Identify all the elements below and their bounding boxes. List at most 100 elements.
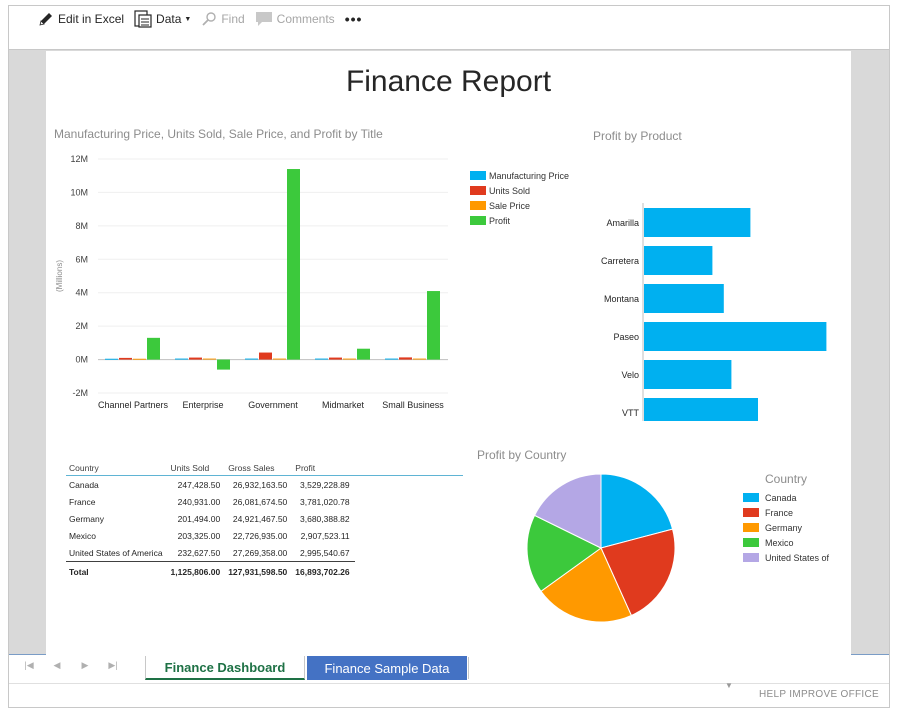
y-tick-label: Paseo <box>613 332 639 342</box>
legend-swatch <box>470 186 486 195</box>
bar-manufacturing-price <box>315 358 328 360</box>
table-cell: 232,627.50 <box>177 548 221 558</box>
bar-manufacturing-price <box>245 358 258 360</box>
bar-units-sold <box>399 357 412 360</box>
sheet-tab-bar: |◀ ◀ ▶ ▶| Finance Dashboard Finance Samp… <box>9 655 889 681</box>
table-row: United States of America 232,627.50 27,269… <box>66 544 355 562</box>
comments-button[interactable]: Comments <box>255 9 335 29</box>
x-tick-label: Midmarket <box>322 400 365 410</box>
table-cell: 2,995,540.67 <box>300 548 350 558</box>
bar-montana <box>644 284 724 313</box>
y-tick-label: 2M <box>75 321 88 331</box>
data-menu-button[interactable]: Data ▼ <box>134 9 191 29</box>
table-cell: United States of America <box>69 548 163 558</box>
table-total-row: Total 1,125,806.00 127,931,598.50 16,893,70… <box>66 561 355 580</box>
table-cell: 240,931.00 <box>177 497 221 507</box>
toolbar: Edit in Excel Data ▼ Find Comments ••• <box>8 5 890 49</box>
y-tick-label: 6M <box>75 254 88 264</box>
pie-chart-legend: Country Canada France Germany Mexico United … <box>743 472 829 565</box>
data-label: Data <box>156 12 182 26</box>
table-cell: 26,081,674.50 <box>232 497 288 507</box>
legend-swatch <box>470 171 486 180</box>
table-row: France 240,931.00 26,081,674.50 3,781,020.7… <box>66 493 355 510</box>
column-chart[interactable]: 12M 10M 8M 6M 4M 2M 0M -2M (Millions) Channel Par… <box>46 147 466 417</box>
bar-profit <box>217 359 230 370</box>
bar-sale-price <box>133 358 146 360</box>
report-title: Finance Report <box>345 65 552 98</box>
bar-units-sold <box>119 357 132 360</box>
y-axis-label: (Millions) <box>55 260 64 292</box>
chevron-down-icon: ▼ <box>184 15 192 23</box>
help-improve-office-link[interactable]: HELP IMPROVE OFFICE <box>759 689 879 700</box>
table-cell: Germany <box>69 514 104 524</box>
tab-finance-dashboard[interactable]: Finance Dashboard <box>145 656 305 680</box>
table-cell: 27,269,358.00 <box>232 548 288 558</box>
table-cell: 201,494.00 <box>177 514 221 524</box>
comment-icon <box>255 12 272 26</box>
legend-label: Units Sold <box>489 185 531 196</box>
table-cell: 1,125,806.00 <box>167 561 226 580</box>
pencil-icon <box>39 13 52 26</box>
bar-sale-price <box>413 358 426 360</box>
next-sheet-icon[interactable]: ▶ <box>81 660 89 670</box>
pie-slice-canada <box>600 473 674 549</box>
legend-label: United States of <box>765 552 830 563</box>
x-tick-label: Small Business <box>382 400 444 410</box>
finance-table: Country Units Sold Gross Sales Profit Canad… <box>66 460 355 580</box>
bar-units-sold <box>189 357 202 360</box>
pie-chart-title: Profit by Country <box>477 448 567 462</box>
legend-item: Sale Price <box>470 198 569 213</box>
legend-item: Profit <box>470 213 569 228</box>
pie-slice-france <box>600 528 676 617</box>
edit-in-excel-label: Edit in Excel <box>58 12 125 26</box>
legend-swatch <box>470 201 486 210</box>
legend-item: Mexico <box>743 535 829 550</box>
legend-label: Sale Price <box>489 200 531 211</box>
pie-chart[interactable] <box>516 463 686 633</box>
bar-sale-price <box>203 358 216 360</box>
y-tick-label: Montana <box>604 294 639 304</box>
y-tick-label: Amarilla <box>606 218 639 228</box>
legend-item: Germany <box>743 520 829 535</box>
more-options-button[interactable]: ••• <box>345 9 363 29</box>
legend-item: Canada <box>743 490 829 505</box>
prev-sheet-icon[interactable]: ◀ <box>53 660 61 670</box>
y-tick-label: Carretera <box>601 256 639 266</box>
table-cell: Mexico <box>69 531 96 541</box>
bar-amarilla <box>644 208 751 237</box>
table-header-row: Country Units Sold Gross Sales Profit <box>66 460 355 476</box>
table-cell: 26,932,163.50 <box>232 480 288 490</box>
bar-chart-title: Profit by Product <box>593 129 682 143</box>
column-chart-legend: Manufacturing Price Units Sold Sale Price P… <box>470 168 569 228</box>
legend-label: Mexico <box>765 537 794 548</box>
column-chart-title: Manufacturing Price, Units Sold, Sale Pr… <box>54 127 383 141</box>
legend-label: Manufacturing Price <box>489 170 570 181</box>
first-sheet-icon[interactable]: |◀ <box>24 660 34 670</box>
legend-item: Units Sold <box>470 183 569 198</box>
pie-legend-title: Country <box>765 472 808 486</box>
data-icon <box>134 10 152 28</box>
y-tick-label: VTT <box>622 408 640 418</box>
table-cell: 16,893,702.26 <box>292 561 355 580</box>
sheet-nav: |◀ ◀ ▶ ▶| <box>15 660 127 671</box>
edit-in-excel-button[interactable]: Edit in Excel <box>38 9 124 29</box>
x-tick-label: Government <box>248 400 298 410</box>
sheet-area: Finance Report Manufacturing Price, Unit… <box>9 49 889 655</box>
bar-chart[interactable]: AmarillaCarreteraMontanaPaseoVeloVTT0M1M… <box>586 151 851 421</box>
bar-units-sold <box>259 352 272 360</box>
table-cell: 2,907,523.11 <box>300 531 350 541</box>
legend-swatch <box>743 553 759 562</box>
y-tick-label: -2M <box>73 388 89 398</box>
table-header-cell: Units Sold <box>167 460 226 476</box>
bar-units-sold <box>329 357 342 360</box>
last-sheet-icon[interactable]: ▶| <box>108 660 118 670</box>
table-header-cell: Profit <box>292 460 355 476</box>
chevron-down-icon[interactable]: ▼ <box>725 681 733 690</box>
legend-label: Profit <box>489 215 511 226</box>
tab-finance-sample-data[interactable]: Finance Sample Data <box>307 656 467 680</box>
find-button[interactable]: Find <box>201 9 245 29</box>
tab-divider <box>468 657 469 679</box>
legend-swatch <box>743 508 759 517</box>
find-label: Find <box>221 12 245 26</box>
more-icon: ••• <box>344 11 363 27</box>
